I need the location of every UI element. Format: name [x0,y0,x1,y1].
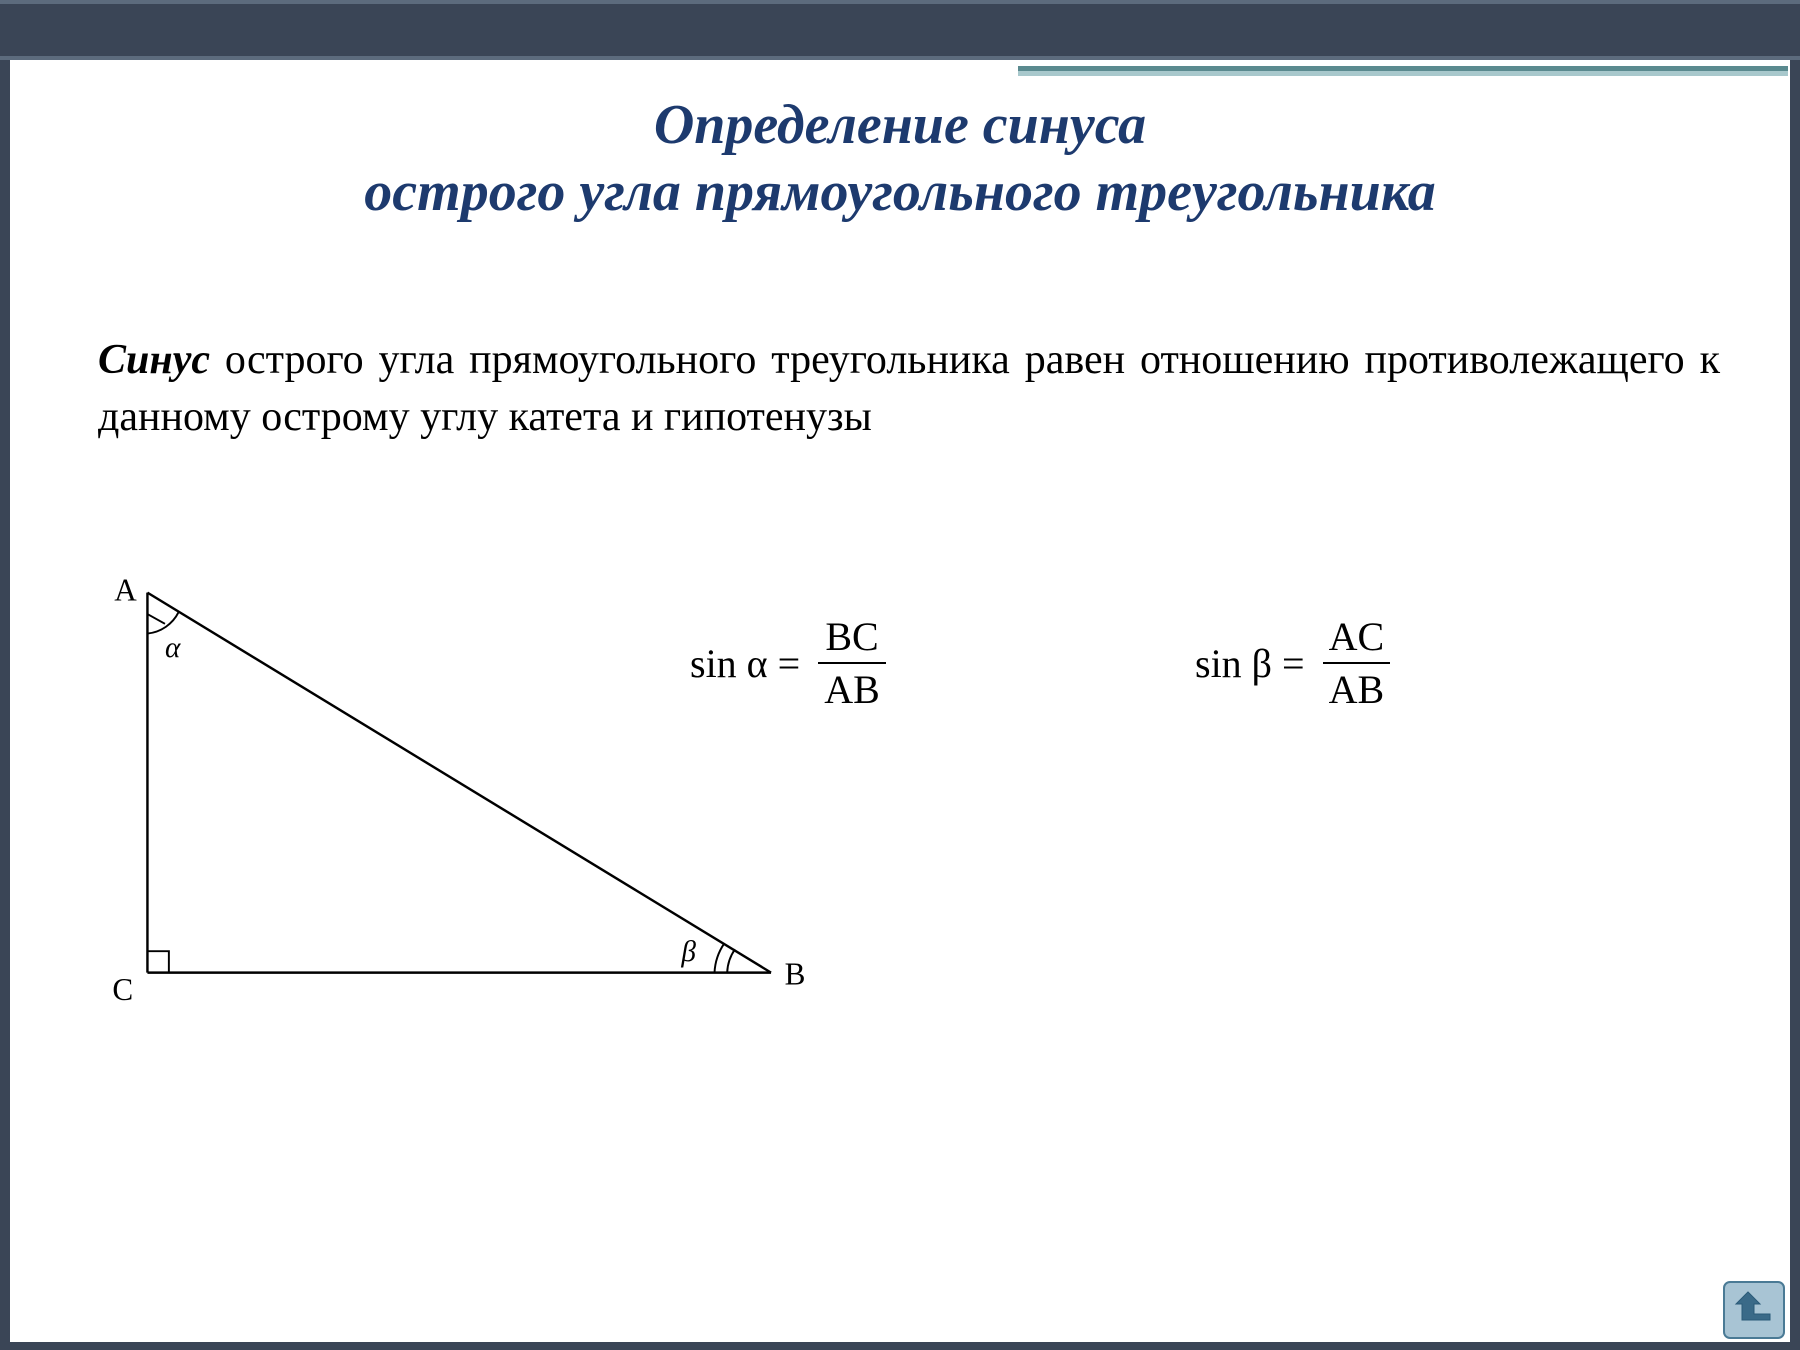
title-line-2: острого угла прямоугольного треугольника [0,159,1800,226]
angle-beta-arc2 [715,943,725,972]
slide-title: Определение синуса острого угла прямоуго… [0,92,1800,226]
right-angle-marker [147,951,168,972]
definition-text: Синус острого угла прямоугольного треуго… [98,332,1720,445]
formula-beta-denominator: AB [1323,664,1391,713]
formula-beta-prefix: sin β = [1195,640,1305,687]
return-button[interactable] [1722,1280,1786,1340]
header-accent [1018,62,1788,76]
vertex-label-A: A [114,572,137,607]
angle-alpha-mark-top [147,614,165,624]
formula-alpha-prefix: sin α = [690,640,800,687]
formula-sin-beta: sin β = AC AB [1195,613,1390,713]
formula-alpha-fraction: BC AB [818,613,886,713]
angle-beta-arc1 [727,949,735,972]
formula-alpha-numerator: BC [818,613,886,664]
angle-label-alpha: α [165,632,181,664]
vertex-label-C: C [112,972,133,1007]
header-bar [0,0,1800,60]
formula-beta-fraction: AC AB [1323,613,1391,713]
definition-body: острого угла прямоугольного треугольника… [98,337,1720,440]
formula-sin-alpha: sin α = BC AB [690,613,886,713]
angle-label-beta: β [680,936,696,968]
return-up-icon [1722,1280,1786,1340]
title-line-1: Определение синуса [0,92,1800,159]
formula-beta-numerator: AC [1323,613,1391,664]
vertex-label-B: B [785,956,806,991]
side-AB [147,593,771,973]
frame-border-bottom [0,1342,1800,1350]
definition-term: Синус [98,337,210,383]
formula-alpha-denominator: AB [818,664,886,713]
